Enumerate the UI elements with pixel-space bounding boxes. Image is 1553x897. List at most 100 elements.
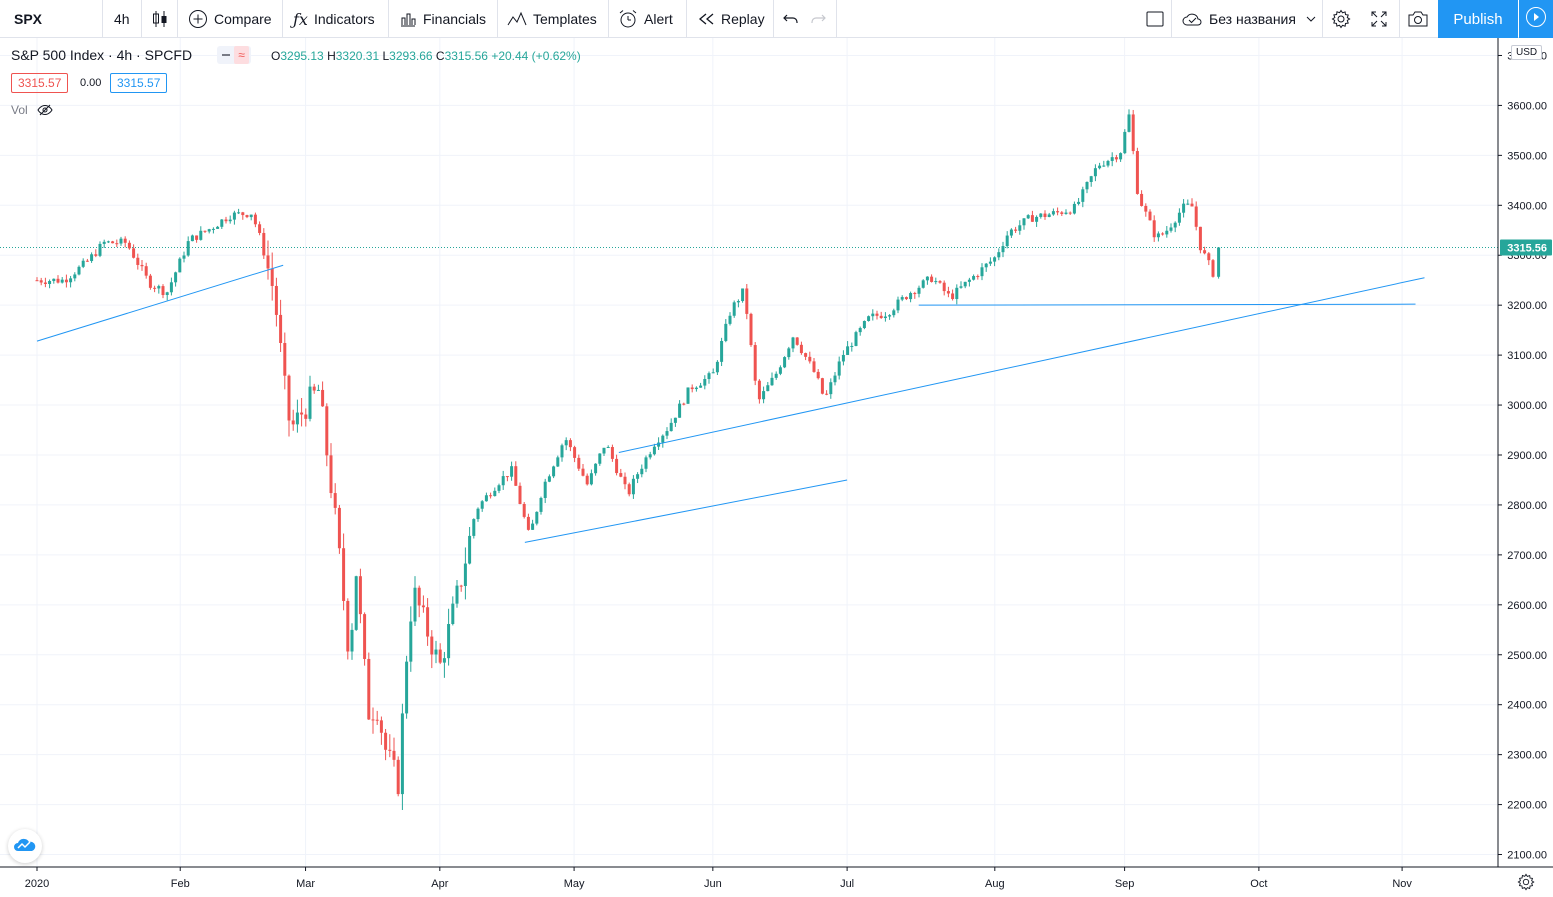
chart-style-button[interactable]	[151, 0, 169, 38]
candle-body	[346, 600, 350, 652]
candle-body	[829, 382, 833, 395]
trendline[interactable]	[918, 303, 1416, 306]
compare-button[interactable]: Compare	[188, 0, 272, 38]
undo-icon	[782, 11, 800, 27]
candle-body	[232, 212, 236, 220]
candle-body	[867, 316, 871, 321]
tradingview-logo[interactable]	[8, 829, 42, 863]
snapshot-button[interactable]	[1407, 0, 1429, 38]
function-icon: ƒx	[293, 9, 308, 29]
candle-body	[312, 386, 316, 391]
candle-body	[577, 457, 581, 469]
candle-body	[434, 649, 438, 655]
camera-icon	[1407, 10, 1429, 28]
candle-body	[73, 274, 77, 279]
candle-body	[371, 719, 375, 721]
trendline[interactable]	[524, 479, 848, 543]
volume-legend[interactable]: Vol	[11, 103, 53, 117]
candle-body	[270, 268, 274, 286]
candle-body	[644, 457, 648, 469]
publish-video-button[interactable]	[1519, 0, 1553, 38]
trendline[interactable]	[618, 277, 1425, 453]
trendline[interactable]	[36, 264, 284, 342]
candle-body	[951, 293, 955, 300]
candle-body	[904, 297, 908, 300]
market-status[interactable]: ≈	[217, 46, 251, 64]
fullscreen-layout-button[interactable]	[1145, 0, 1165, 38]
templates-button[interactable]: Templates	[507, 0, 597, 38]
candle-body	[203, 230, 207, 232]
candle-body	[1182, 203, 1186, 213]
price-axis[interactable]	[1498, 38, 1553, 867]
candle-body	[379, 720, 383, 733]
candle-body	[1026, 215, 1030, 219]
candle-body	[753, 345, 757, 381]
publish-button[interactable]: Publish	[1438, 0, 1518, 38]
eye-hidden-icon[interactable]	[37, 103, 53, 117]
candle-body	[220, 219, 224, 227]
time-axis-labels[interactable]: 2020 Feb Mar Apr May Jun Jul Aug Sep Oct Nov	[25, 867, 1413, 890]
chart-grid	[0, 38, 1498, 867]
interval-button[interactable]: 4h	[114, 0, 130, 38]
candle-body	[438, 649, 442, 663]
layout-menu-button[interactable]: Без названия	[1181, 0, 1316, 38]
candle-body	[749, 313, 753, 346]
replay-button[interactable]: Replay	[697, 0, 765, 38]
candle-body	[1110, 157, 1114, 161]
volume-label: Vol	[11, 103, 28, 117]
toolbar-divider	[282, 0, 283, 38]
price-tick-label: 3200.00	[1507, 300, 1547, 312]
wave-icon: ≈	[234, 46, 249, 64]
candle-body	[102, 241, 106, 244]
candle-body	[228, 219, 232, 222]
candle-body	[430, 636, 434, 655]
toolbar-divider	[177, 0, 178, 38]
toolbar-divider	[388, 0, 389, 38]
candle-body	[262, 232, 266, 256]
sell-price-button[interactable]: 3315.57	[11, 73, 69, 93]
candle-body	[682, 403, 686, 405]
symbol-search-button[interactable]: SPX	[14, 0, 42, 38]
open-value: 3295.13	[280, 49, 324, 63]
settings-button[interactable]	[1331, 0, 1351, 38]
candle-body	[157, 286, 161, 289]
candle-body	[980, 267, 984, 277]
axis-settings-button[interactable]	[1517, 873, 1535, 896]
candle-body	[463, 563, 467, 586]
fullscreen-button[interactable]	[1370, 0, 1388, 38]
alert-button[interactable]: Alert	[618, 0, 673, 38]
redo-button[interactable]	[809, 0, 827, 38]
candle-body	[190, 235, 194, 242]
candle-body	[287, 375, 291, 421]
candle-body	[1030, 215, 1034, 222]
buy-price-button[interactable]: 3315.57	[110, 73, 168, 93]
candle-body	[543, 481, 547, 498]
series-title[interactable]: S&P 500 Index · 4h · SPCFD	[11, 47, 193, 63]
candle-body	[249, 214, 253, 218]
candle-body	[94, 254, 98, 256]
candle-body	[539, 497, 543, 512]
candle-body	[1186, 203, 1190, 205]
chart-pane[interactable]	[0, 38, 1498, 867]
candle-body	[510, 466, 514, 477]
candle-body	[186, 241, 190, 256]
candle-body	[1177, 212, 1181, 223]
candle-body	[665, 431, 669, 436]
candle-body	[493, 490, 497, 497]
indicators-button[interactable]: ƒx Indicators	[293, 0, 375, 38]
undo-button[interactable]	[782, 0, 800, 38]
time-tick-label: Jun	[704, 878, 722, 890]
financials-button[interactable]: Financials	[399, 0, 486, 38]
candle-body	[417, 587, 421, 606]
candle-body	[728, 315, 732, 324]
candle-body	[195, 235, 199, 240]
price-chart[interactable]: 3700.003600.003500.003400.003300.003200.…	[0, 38, 1553, 897]
candle-body	[489, 495, 493, 497]
toolbar-divider	[836, 0, 837, 38]
candle-body	[942, 282, 946, 292]
candle-body	[1001, 246, 1005, 253]
candle-body	[669, 422, 673, 432]
candle-body	[497, 485, 501, 491]
gear-icon	[1331, 9, 1351, 29]
price-tick-label: 3600.00	[1507, 100, 1547, 112]
